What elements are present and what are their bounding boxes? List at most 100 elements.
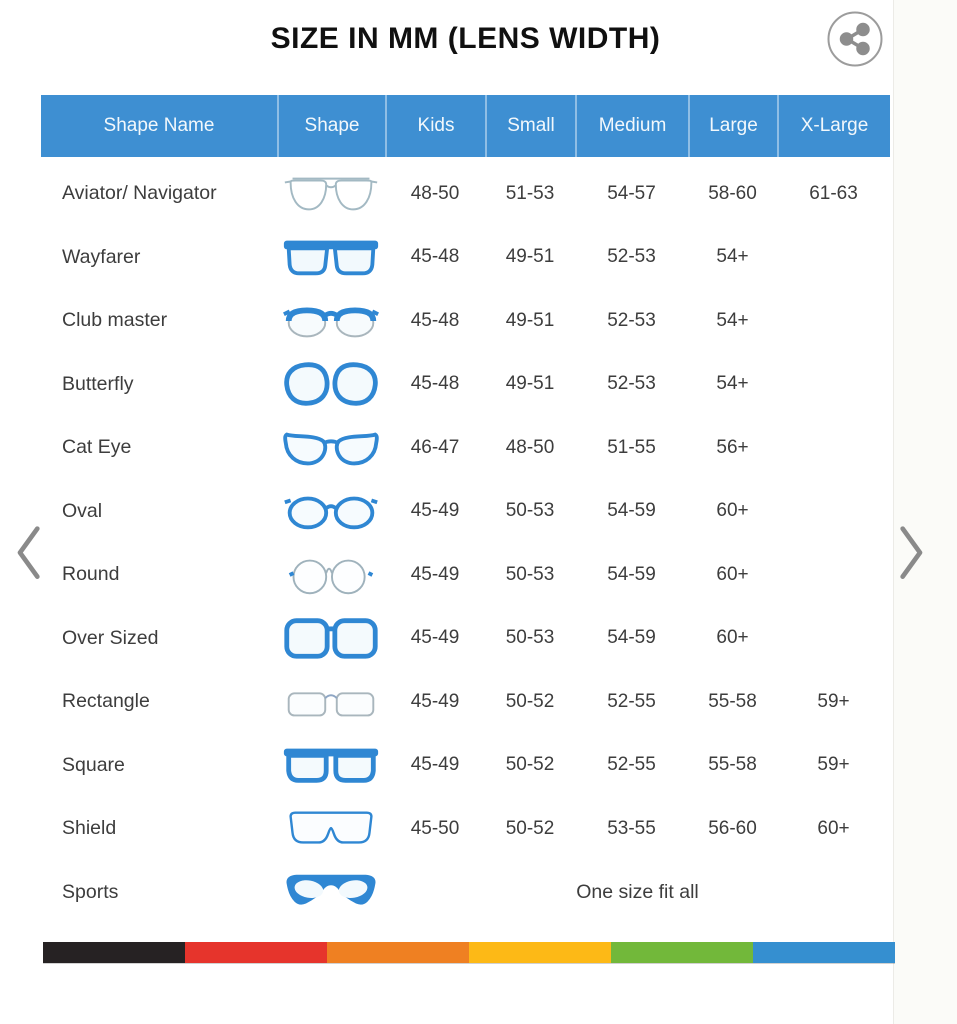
size-kids: 45-48 bbox=[410, 246, 460, 268]
chevron-left-icon bbox=[17, 526, 40, 579]
page-background-edge bbox=[893, 0, 957, 1024]
size-small: 50-52 bbox=[505, 754, 555, 776]
shape-name-label: Aviator/ Navigator bbox=[62, 182, 217, 205]
size-large: 60+ bbox=[716, 627, 749, 649]
table-header: Shape Name Shape Kids Small Medium Large X-Lar… bbox=[41, 95, 890, 157]
stripe-segment-5 bbox=[753, 942, 895, 963]
size-large: 56+ bbox=[716, 436, 749, 458]
stripe-segment-3 bbox=[469, 942, 611, 963]
column-header-shape-name: Shape Name bbox=[103, 115, 215, 136]
column-header-small: Small bbox=[485, 95, 575, 157]
table-row-oval: Oval 45-49 50-53 54-59 60+ bbox=[41, 480, 890, 544]
size-medium: 54-59 bbox=[607, 500, 656, 522]
size-kids: 45-49 bbox=[410, 500, 460, 522]
size-medium: 52-53 bbox=[607, 246, 656, 268]
size-kids: 45-49 bbox=[410, 627, 460, 649]
column-header-large: Large bbox=[688, 95, 777, 157]
size-kids: 45-49 bbox=[410, 754, 460, 776]
table-row-butterfly: Butterfly 45-48 49-51 52-53 54+ bbox=[41, 353, 890, 417]
size-medium: 53-55 bbox=[607, 817, 656, 839]
shape-name-label: Cat Eye bbox=[62, 436, 132, 459]
carousel-prev-button[interactable] bbox=[12, 522, 44, 579]
size-kids: 45-49 bbox=[410, 563, 460, 585]
column-header-medium: Medium bbox=[575, 95, 688, 157]
shape-name-label: Club master bbox=[62, 309, 168, 332]
size-small: 49-51 bbox=[505, 309, 555, 331]
size-large: 56-60 bbox=[708, 817, 757, 839]
table-body: Aviator/ Navigator 48-50 51-53 54-57 58-60 6… bbox=[41, 162, 890, 924]
sports-glasses-icon bbox=[277, 867, 385, 917]
stripe-segment-0 bbox=[43, 942, 185, 963]
size-medium: 54-59 bbox=[607, 563, 656, 585]
stripe-segment-1 bbox=[185, 942, 327, 963]
table-row-cat-eye: Cat Eye 46-47 48-50 51-55 56+ bbox=[41, 416, 890, 480]
oval-glasses-icon bbox=[277, 486, 385, 536]
rectangle-glasses-icon bbox=[277, 677, 385, 727]
size-kids: 45-49 bbox=[410, 690, 460, 712]
size-medium: 52-53 bbox=[607, 309, 656, 331]
shape-name-label: Sports bbox=[62, 880, 119, 903]
size-kids: 48-50 bbox=[410, 182, 460, 204]
size-small: 48-50 bbox=[505, 436, 555, 458]
shape-name-label: Wayfarer bbox=[62, 245, 141, 268]
size-x-large: 60+ bbox=[817, 817, 850, 839]
shape-name-label: Over Sized bbox=[62, 626, 159, 649]
carousel-next-button[interactable] bbox=[896, 522, 928, 579]
size-large: 54+ bbox=[716, 246, 749, 268]
table-row-sports: Sports One size fit all bbox=[41, 861, 890, 925]
share-button[interactable] bbox=[826, 10, 884, 68]
size-large: 60+ bbox=[716, 563, 749, 585]
page-title: SIZE IN MM (LENS WIDTH) bbox=[270, 22, 661, 55]
one-size-fit-all-label: One size fit all bbox=[576, 880, 699, 903]
cateye-glasses-icon bbox=[277, 423, 385, 473]
butterfly-glasses-icon bbox=[277, 359, 385, 409]
square-glasses-icon bbox=[277, 740, 385, 790]
size-large: 55-58 bbox=[708, 690, 757, 712]
size-large: 58-60 bbox=[708, 182, 757, 204]
size-medium: 51-55 bbox=[607, 436, 656, 458]
size-small: 49-51 bbox=[505, 373, 555, 395]
size-small: 50-53 bbox=[505, 627, 555, 649]
share-icon bbox=[827, 11, 883, 67]
size-x-large: 59+ bbox=[817, 690, 850, 712]
shape-name-label: Oval bbox=[62, 499, 103, 522]
table-row-club-master: Club master 45-48 49-51 52-53 54+ bbox=[41, 289, 890, 353]
oversized-glasses-icon bbox=[277, 613, 385, 663]
shape-name-label: Shield bbox=[62, 817, 117, 840]
size-small: 50-52 bbox=[505, 817, 555, 839]
shape-name-label: Round bbox=[62, 563, 120, 586]
column-header-shape: Shape bbox=[277, 95, 385, 157]
table-row-aviator-navigator: Aviator/ Navigator 48-50 51-53 54-57 58-60 6… bbox=[41, 162, 890, 226]
brand-color-stripe bbox=[43, 942, 895, 963]
shield-glasses-icon bbox=[277, 804, 385, 854]
size-medium: 52-55 bbox=[607, 754, 656, 776]
size-large: 55-58 bbox=[708, 754, 757, 776]
shape-name-label: Butterfly bbox=[62, 372, 134, 395]
round-glasses-icon bbox=[277, 550, 385, 600]
size-large: 60+ bbox=[716, 500, 749, 522]
shape-name-label: Rectangle bbox=[62, 690, 150, 713]
shape-name-label: Square bbox=[62, 753, 125, 776]
table-row-square: Square 45-49 50-52 52-55 55-58 59+ bbox=[41, 734, 890, 798]
size-kids: 45-48 bbox=[410, 373, 460, 395]
size-kids: 45-48 bbox=[410, 309, 460, 331]
size-kids: 45-50 bbox=[410, 817, 460, 839]
table-row-over-sized: Over Sized 45-49 50-53 54-59 60+ bbox=[41, 607, 890, 671]
size-small: 50-52 bbox=[505, 690, 555, 712]
size-medium: 52-53 bbox=[607, 373, 656, 395]
column-header-kids: Kids bbox=[385, 95, 485, 157]
size-medium: 54-57 bbox=[607, 182, 656, 204]
aviator-glasses-icon bbox=[277, 169, 385, 219]
size-small: 50-53 bbox=[505, 500, 555, 522]
size-medium: 52-55 bbox=[607, 690, 656, 712]
size-small: 50-53 bbox=[505, 563, 555, 585]
size-x-large: 59+ bbox=[817, 754, 850, 776]
size-kids: 46-47 bbox=[410, 436, 460, 458]
wayfarer-glasses-icon bbox=[277, 232, 385, 282]
size-x-large: 61-63 bbox=[809, 182, 858, 204]
size-large: 54+ bbox=[716, 309, 749, 331]
size-small: 51-53 bbox=[505, 182, 555, 204]
stripe-segment-4 bbox=[611, 942, 753, 963]
clubmaster-glasses-icon bbox=[277, 296, 385, 346]
